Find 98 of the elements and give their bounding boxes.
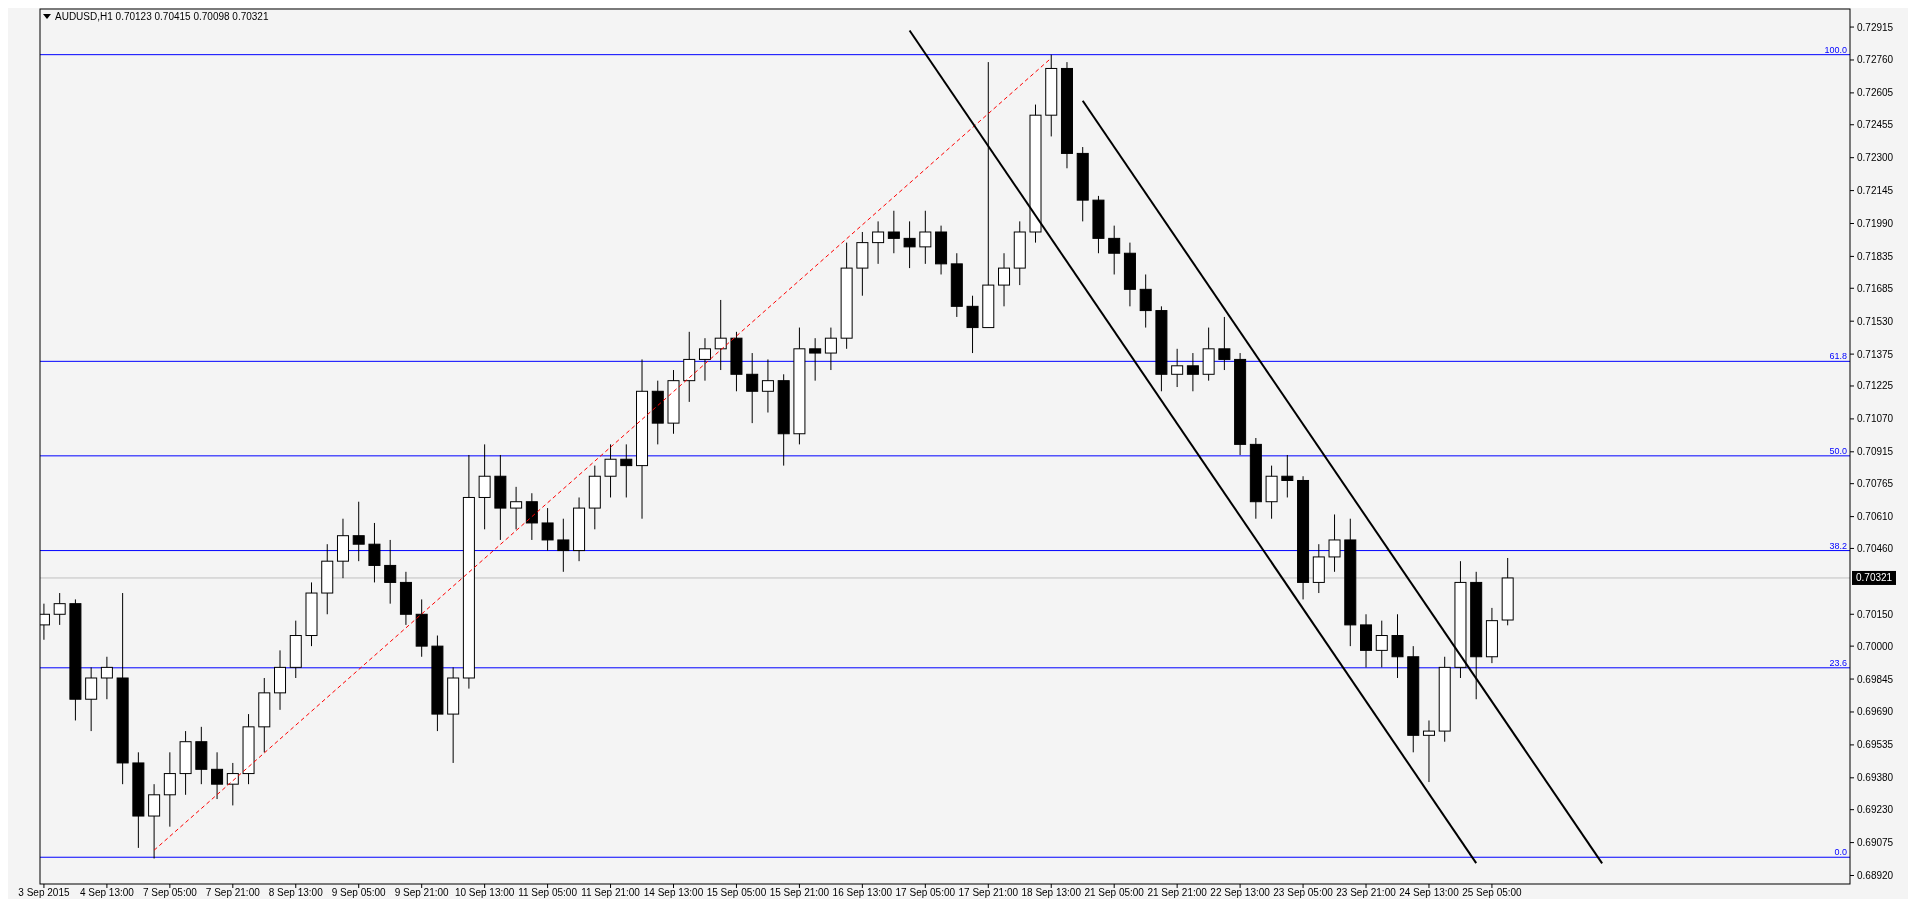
candlestick (887, 210, 900, 254)
candlestick (163, 751, 176, 828)
x-tick-label: 21 Sep 21:00 (1147, 887, 1208, 898)
candlestick (714, 299, 727, 371)
candlestick (746, 352, 759, 424)
x-tick-label: 15 Sep 21:00 (769, 887, 830, 898)
y-tick-label: 0.69075 (1857, 837, 1894, 849)
x-tick-label: 11 Sep 05:00 (518, 887, 578, 898)
chart-title: AUDUSD,H1 0.70123 0.70415 0.70098 0.70321 (55, 11, 269, 22)
y-tick-label: 0.69690 (1857, 706, 1894, 718)
annotation: 38.2 (1829, 540, 1847, 551)
y-tick-label: 0.70915 (1857, 446, 1894, 458)
candlestick (698, 337, 711, 382)
x-tick-label: 14 Sep 13:00 (643, 887, 704, 898)
candlestick (148, 783, 161, 860)
x-tick-label: 4 Sep 13:00 (79, 887, 135, 898)
x-tick-label: 16 Sep 13:00 (832, 887, 893, 898)
y-tick-label: 0.72455 (1857, 119, 1894, 131)
candlestick (1281, 454, 1294, 498)
candlestick (211, 751, 224, 800)
candlestick (478, 443, 491, 530)
x-tick-label: 23 Sep 21:00 (1336, 887, 1397, 898)
candlestick (604, 443, 617, 498)
y-tick-label: 0.72605 (1857, 87, 1894, 99)
y-tick-label: 0.69535 (1857, 739, 1894, 751)
x-tick-label: 21 Sep 05:00 (1084, 887, 1145, 898)
candlestick (1422, 719, 1435, 783)
y-tick-label: 0.69380 (1857, 772, 1894, 784)
annotation: 100.0 (1824, 44, 1847, 55)
candlestick (226, 762, 239, 806)
y-tick-label: 0.69845 (1857, 673, 1894, 685)
annotation: 61.8 (1829, 351, 1847, 362)
x-tick-label: 17 Sep 05:00 (895, 887, 956, 898)
y-tick-label: 0.72760 (1857, 54, 1894, 66)
x-tick-label: 7 Sep 21:00 (205, 887, 261, 898)
candlestick (1391, 613, 1404, 679)
candlestick (1218, 316, 1231, 371)
y-tick-label: 0.71225 (1857, 380, 1894, 392)
y-tick-label: 0.72915 (1857, 21, 1894, 33)
candlestick (761, 358, 774, 414)
x-tick-label: 24 Sep 13:00 (1399, 887, 1460, 898)
candlestick (100, 656, 113, 700)
candlestick (1328, 513, 1341, 573)
y-tick-label: 0.70460 (1857, 542, 1894, 554)
x-tick-label: 8 Sep 13:00 (268, 887, 324, 898)
y-tick-label: 0.71375 (1857, 348, 1894, 360)
candlestick (683, 331, 696, 403)
candlestick (1375, 620, 1388, 668)
candlestick (1171, 348, 1184, 388)
x-tick-label: 3 Sep 2015 (18, 887, 70, 898)
y-tick-label: 0.71835 (1857, 250, 1894, 262)
x-tick-label: 17 Sep 21:00 (958, 887, 1019, 898)
candlestick (872, 220, 885, 265)
x-tick-label: 9 Sep 21:00 (394, 887, 450, 898)
candlestick (1186, 352, 1199, 392)
candlestick (85, 666, 98, 732)
candlestick (557, 518, 570, 573)
y-tick-label: 0.68920 (1857, 870, 1894, 881)
x-tick-label: 23 Sep 05:00 (1273, 887, 1334, 898)
candlestick (903, 220, 916, 269)
candlestick (620, 443, 633, 498)
candlestick (525, 492, 538, 541)
x-tick-label: 11 Sep 21:00 (581, 887, 641, 898)
candlestick (384, 539, 397, 605)
candlestick (1108, 225, 1121, 275)
candlestick (510, 486, 523, 530)
y-tick-label: 0.71070 (1857, 413, 1894, 425)
x-tick-label: 9 Sep 05:00 (331, 887, 387, 898)
x-tick-label: 10 Sep 13:00 (454, 887, 515, 898)
candlestick (1139, 273, 1152, 329)
y-tick-label: 0.70765 (1857, 478, 1894, 490)
candlestick (541, 507, 554, 552)
y-tick-label: 0.70610 (1857, 511, 1894, 523)
x-tick-label: 25 Sep 05:00 (1462, 887, 1523, 898)
candlestick (809, 337, 822, 382)
x-tick-label: 15 Sep 05:00 (706, 887, 767, 898)
y-tick-label: 0.69230 (1857, 804, 1894, 816)
x-tick-label: 18 Sep 13:00 (1021, 887, 1082, 898)
candlestick (368, 522, 381, 583)
candlestick (53, 592, 66, 626)
x-tick-label: 7 Sep 05:00 (142, 887, 198, 898)
y-tick-label: 0.72145 (1857, 185, 1894, 197)
candlestick (919, 210, 932, 265)
y-tick-label: 0.71530 (1857, 315, 1894, 327)
annotation: 23.6 (1829, 657, 1847, 668)
y-tick-label: 0.71685 (1857, 282, 1894, 294)
y-tick-label: 0.70150 (1857, 608, 1894, 620)
ref-line-label: 0.70321 (1856, 572, 1893, 584)
x-tick-label: 22 Sep 13:00 (1210, 887, 1271, 898)
candlestick (966, 295, 979, 354)
annotation: 0.0 (1834, 847, 1847, 858)
annotation: 50.0 (1829, 445, 1847, 456)
y-tick-label: 0.71990 (1857, 218, 1894, 229)
candlestick (352, 501, 365, 562)
y-tick-label: 0.70000 (1857, 640, 1894, 652)
y-tick-label: 0.72300 (1857, 152, 1894, 164)
candlestick (998, 252, 1011, 307)
candlestick (824, 327, 837, 371)
